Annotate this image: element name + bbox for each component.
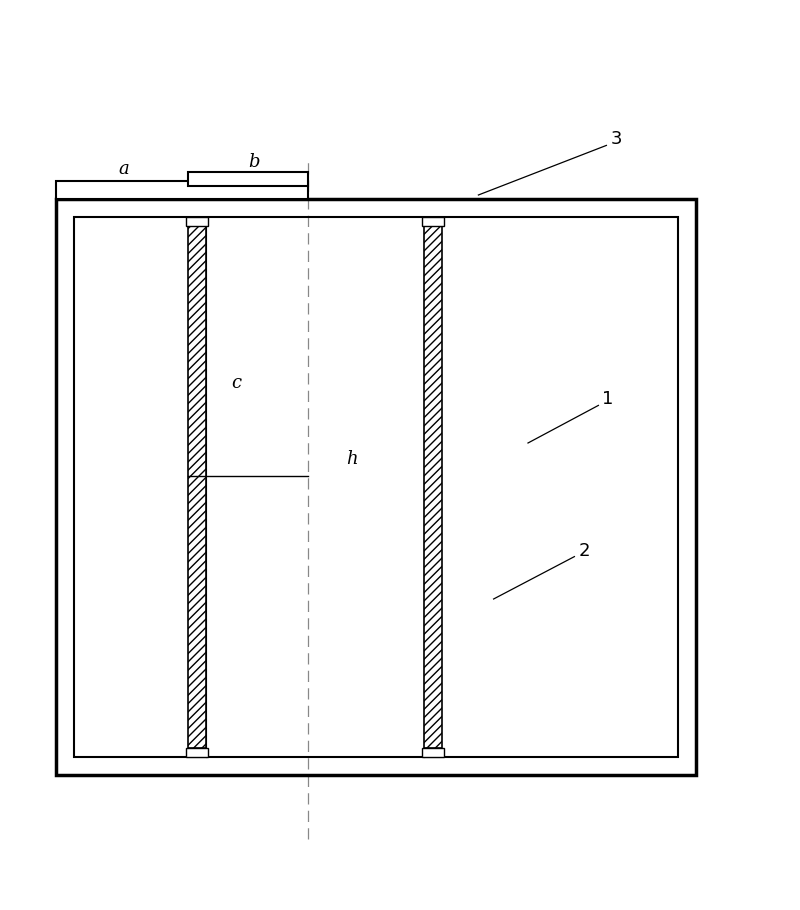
Bar: [422, 748, 444, 757]
Text: a: a: [118, 159, 130, 177]
Bar: [186, 748, 208, 757]
Bar: [56, 181, 308, 199]
Text: b: b: [249, 153, 260, 171]
Bar: [424, 227, 442, 748]
Bar: [188, 227, 206, 748]
Bar: [74, 217, 678, 757]
Text: 2: 2: [578, 542, 590, 560]
Bar: [186, 217, 208, 227]
Text: c: c: [231, 374, 241, 392]
Bar: [422, 217, 444, 227]
Text: 3: 3: [610, 130, 622, 148]
Text: h: h: [346, 450, 358, 468]
Bar: [188, 172, 308, 187]
Bar: [56, 199, 696, 775]
Text: 1: 1: [602, 390, 614, 408]
